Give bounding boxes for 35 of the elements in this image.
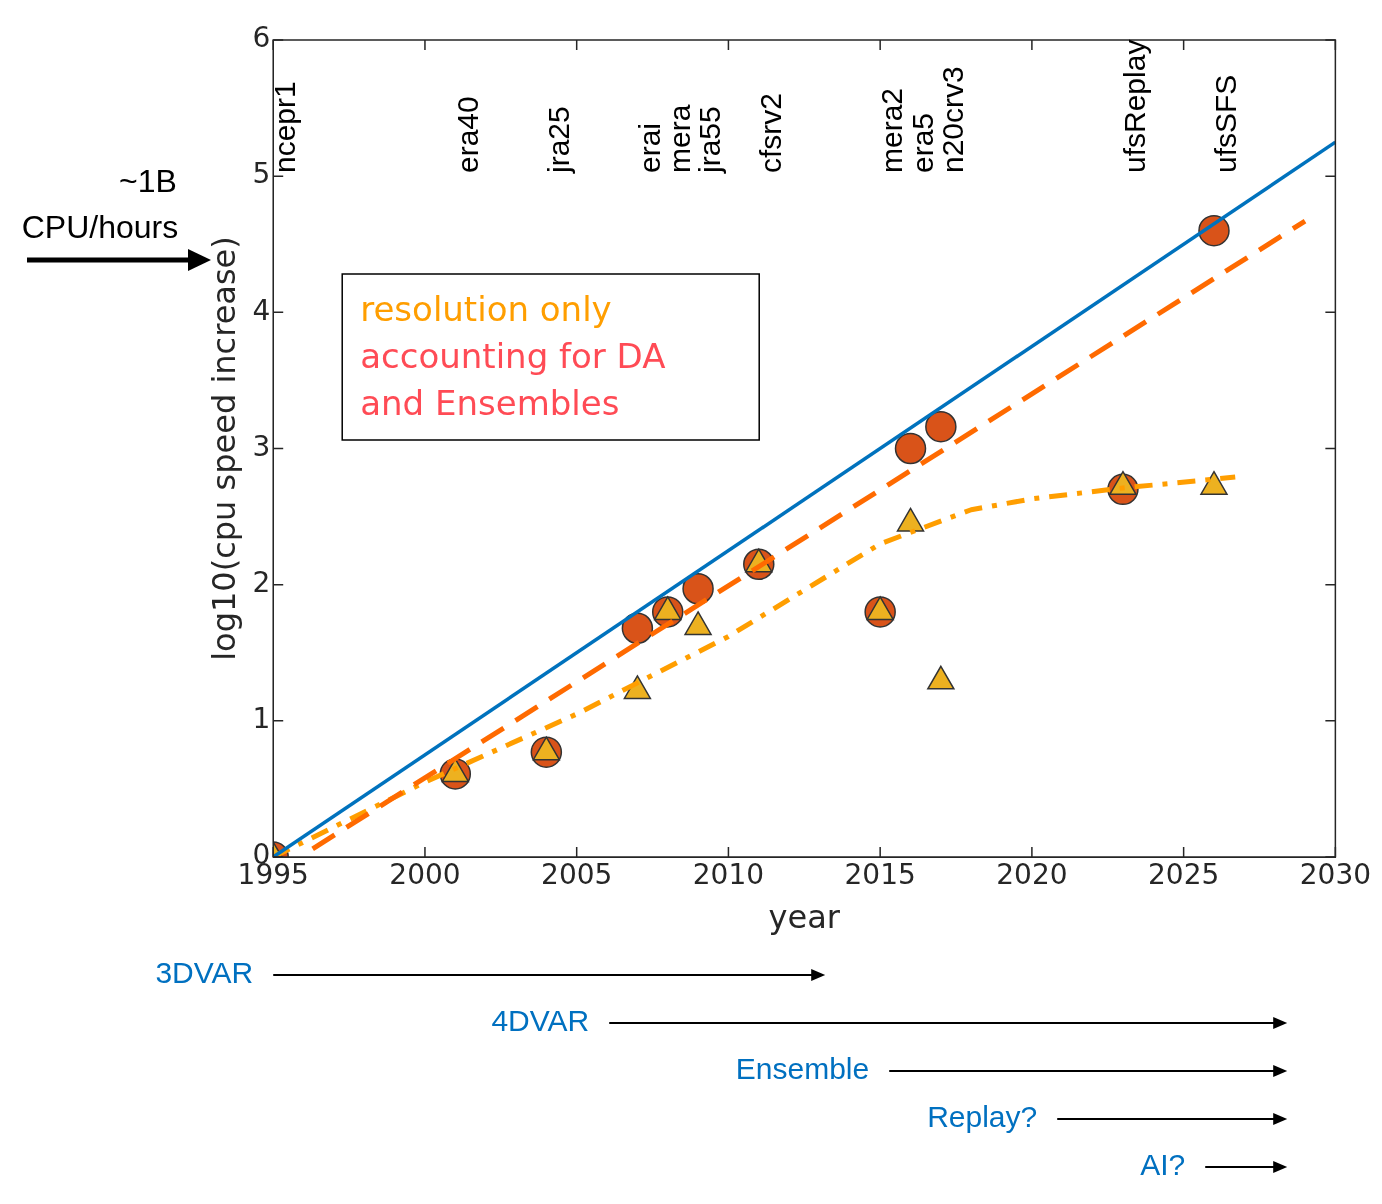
x-tick-label: 2030 (1299, 858, 1371, 892)
x-tick-label: 2025 (1148, 858, 1220, 892)
annotation: erai (632, 122, 666, 173)
text: ~1B (119, 162, 177, 199)
annotation: and Ensembles (360, 382, 620, 423)
annotation: n20crv3 (936, 66, 970, 173)
y-tick-label: 4 (252, 293, 271, 327)
annotation: era40 (450, 96, 484, 173)
annotation: accounting for DA (360, 335, 666, 376)
x-tick-label: 2005 (541, 858, 613, 892)
y-tick-label: 6 (252, 21, 271, 55)
y-tick-label: 5 (252, 157, 271, 191)
x-tick-label: 2010 (692, 858, 765, 892)
annotation: cfsrv2 (754, 92, 788, 173)
x-tick-label: 2000 (389, 858, 461, 892)
annotation: ncepr1 (268, 81, 302, 173)
text: Ensemble (735, 1052, 870, 1086)
text: Replay? (927, 1100, 1038, 1134)
annotation: mera (663, 104, 696, 173)
x-tick-label: 2020 (996, 858, 1068, 892)
annotation: ufsReplay (1118, 39, 1152, 173)
y-tick-label: 1 (252, 702, 271, 736)
text: AI? (1140, 1148, 1186, 1182)
text: 3DVAR (155, 956, 254, 990)
annotation: ufsSFS (1209, 74, 1243, 173)
y-tick-label: 2 (252, 565, 271, 599)
x-axis-title: year (768, 898, 841, 937)
x-tick-label: 2015 (844, 858, 916, 892)
annotation: jra55 (693, 106, 727, 174)
annotation: resolution only (360, 288, 612, 329)
text: 4DVAR (491, 1004, 590, 1038)
text: CPU/hours (21, 208, 179, 245)
y-tick-label: 3 (252, 429, 271, 463)
y-axis-title: log10(cpu speed increase) (204, 236, 243, 661)
annotation: jra25 (541, 106, 575, 174)
